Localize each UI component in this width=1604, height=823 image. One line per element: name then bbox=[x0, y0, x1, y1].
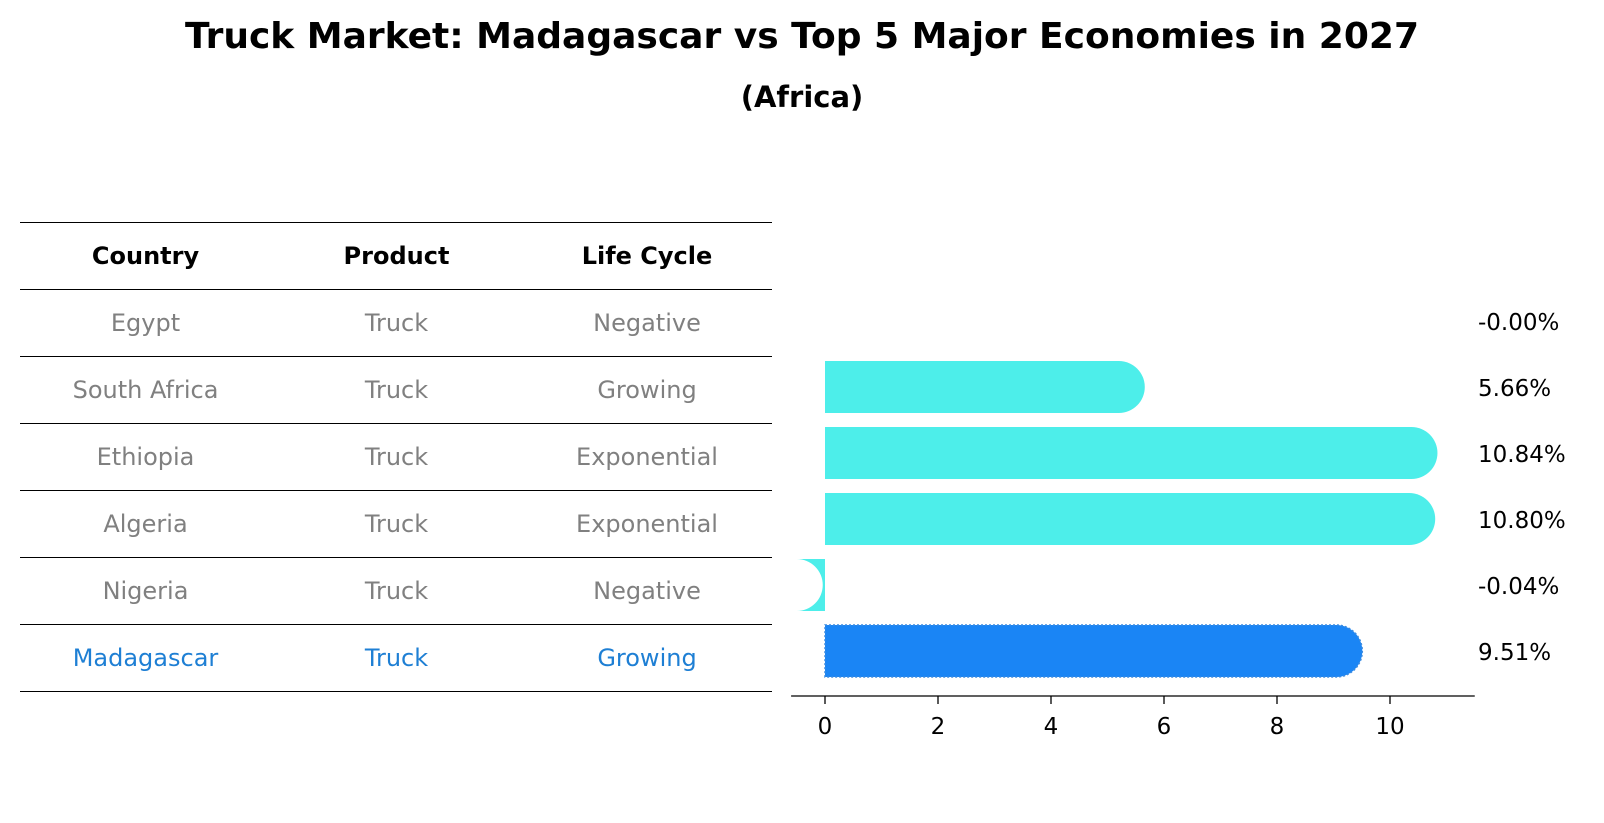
life-cycle-cell: Negative bbox=[593, 309, 701, 337]
life-cycle-cell: Negative bbox=[593, 577, 701, 605]
life-cycle-cell: Growing bbox=[597, 644, 697, 672]
product-cell: Truck bbox=[364, 309, 429, 337]
header-product: Product bbox=[343, 242, 450, 270]
value-label: 5.66% bbox=[1478, 376, 1551, 402]
table-row: Algeria Truck Exponential bbox=[20, 490, 772, 557]
value-label: -0.04% bbox=[1478, 574, 1559, 600]
chart-title: Truck Market: Madagascar vs Top 5 Major … bbox=[184, 16, 1420, 57]
country-cell: South Africa bbox=[72, 376, 219, 404]
product-cell: Truck bbox=[364, 510, 429, 538]
table-row-highlight: Madagascar Truck Growing bbox=[20, 624, 772, 692]
table-row: Nigeria Truck Negative bbox=[20, 557, 772, 624]
value-label: -0.00% bbox=[1478, 310, 1559, 336]
product-cell: Truck bbox=[364, 443, 429, 471]
life-cycle-cell: Exponential bbox=[576, 510, 718, 538]
chart-subtitle: (Africa) bbox=[740, 80, 864, 114]
header-country: Country bbox=[91, 242, 200, 270]
product-cell: Truck bbox=[364, 644, 429, 672]
country-cell: Nigeria bbox=[102, 577, 189, 605]
x-tick-label: 2 bbox=[931, 714, 946, 740]
country-cell: Egypt bbox=[110, 309, 181, 337]
value-label: 10.84% bbox=[1478, 442, 1566, 468]
table-header-row: Country Product Life Cycle bbox=[20, 222, 772, 289]
header-life-cycle: Life Cycle bbox=[581, 242, 713, 270]
country-table: Country Product Life Cycle Egypt Truck N… bbox=[20, 222, 772, 692]
country-cell: Algeria bbox=[103, 510, 188, 538]
table-row: South Africa Truck Growing bbox=[20, 356, 772, 423]
country-cell: Ethiopia bbox=[96, 443, 195, 471]
bar-ethiopia bbox=[825, 427, 1438, 479]
bar-algeria bbox=[825, 493, 1436, 545]
table-row: Egypt Truck Negative bbox=[20, 289, 772, 356]
x-tick-label: 8 bbox=[1270, 714, 1285, 740]
x-tick-label: 4 bbox=[1044, 714, 1059, 740]
bar-south-africa bbox=[825, 361, 1145, 413]
bar-nigeria bbox=[796, 559, 825, 611]
bar-madagascar bbox=[824, 624, 1364, 678]
life-cycle-cell: Exponential bbox=[576, 443, 718, 471]
table-row: Ethiopia Truck Exponential bbox=[20, 423, 772, 490]
product-cell: Truck bbox=[364, 577, 429, 605]
x-tick-label: 10 bbox=[1375, 714, 1404, 740]
x-tick-label: 0 bbox=[818, 714, 833, 740]
country-cell: Madagascar bbox=[72, 644, 219, 672]
life-cycle-cell: Growing bbox=[597, 376, 697, 404]
value-label: 10.80% bbox=[1478, 508, 1566, 534]
product-cell: Truck bbox=[364, 376, 429, 404]
value-label: 9.51% bbox=[1478, 640, 1551, 666]
x-tick-label: 6 bbox=[1157, 714, 1172, 740]
